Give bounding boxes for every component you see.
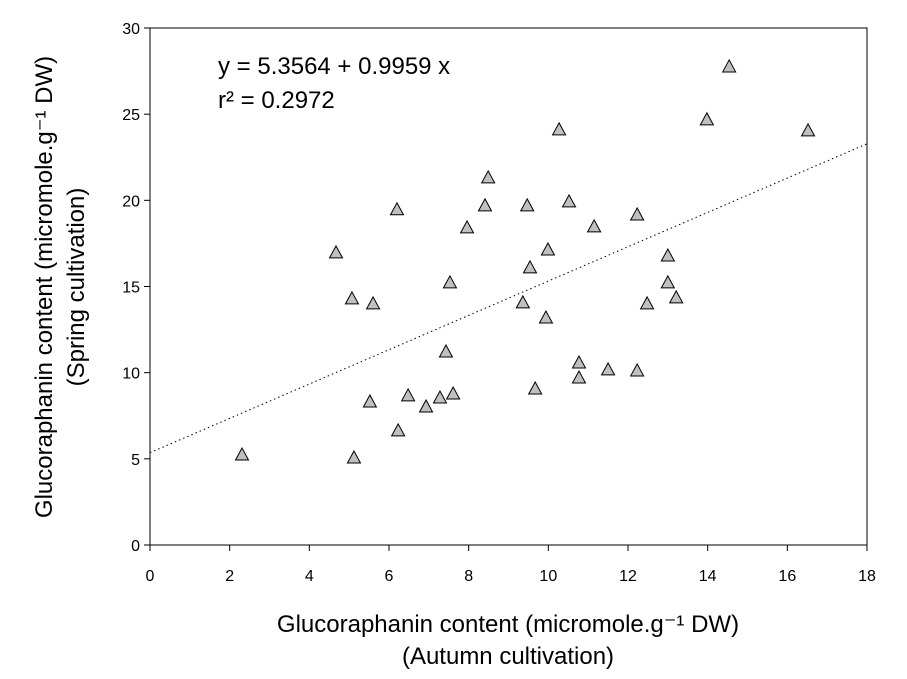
point bbox=[699, 111, 715, 126]
equation: y = 5.3564 + 0.9959 x bbox=[218, 53, 450, 80]
point bbox=[586, 218, 602, 233]
point bbox=[721, 58, 737, 73]
point bbox=[390, 422, 406, 437]
point bbox=[571, 354, 587, 369]
x-tick-label: 10 bbox=[539, 568, 557, 585]
point bbox=[365, 295, 381, 310]
point bbox=[660, 274, 676, 289]
x-tick-label: 6 bbox=[385, 568, 394, 585]
y-tick-label: 0 bbox=[131, 538, 140, 555]
point bbox=[551, 121, 567, 136]
point bbox=[418, 398, 434, 413]
point bbox=[571, 369, 587, 384]
point bbox=[515, 294, 531, 309]
x-axis-label: Glucoraphanin content (micromole.g⁻¹ DW) bbox=[277, 611, 739, 638]
point bbox=[362, 393, 378, 408]
point bbox=[660, 247, 676, 262]
y-tick-label: 20 bbox=[122, 193, 140, 210]
point bbox=[477, 197, 493, 212]
trendline bbox=[149, 143, 868, 454]
y-tick-label: 25 bbox=[122, 107, 140, 124]
point bbox=[538, 309, 554, 324]
r-squared: r² = 0.2972 bbox=[218, 87, 335, 114]
point bbox=[600, 361, 616, 376]
point bbox=[800, 122, 816, 137]
point bbox=[432, 389, 448, 404]
point bbox=[629, 206, 645, 221]
point bbox=[527, 380, 543, 395]
x-tick-label: 14 bbox=[699, 568, 717, 585]
point bbox=[639, 295, 655, 310]
point bbox=[438, 343, 454, 358]
point bbox=[519, 197, 535, 212]
point bbox=[629, 362, 645, 377]
y-axis-label: (Spring cultivation) bbox=[63, 188, 90, 387]
y-tick-label: 5 bbox=[131, 452, 140, 469]
point bbox=[344, 290, 360, 305]
x-tick-label: 8 bbox=[464, 568, 473, 585]
point bbox=[442, 274, 458, 289]
point bbox=[445, 385, 461, 400]
x-tick-label: 16 bbox=[778, 568, 796, 585]
point bbox=[389, 201, 405, 216]
y-tick-label: 10 bbox=[122, 366, 140, 383]
point bbox=[540, 241, 556, 256]
point bbox=[328, 244, 344, 259]
x-tick-label: 18 bbox=[858, 568, 876, 585]
y-axis-label: Glucoraphanin content (micromole.g⁻¹ DW) bbox=[31, 56, 58, 518]
point bbox=[346, 449, 362, 464]
point bbox=[561, 193, 577, 208]
y-tick-label: 30 bbox=[122, 21, 140, 38]
x-tick-label: 12 bbox=[619, 568, 637, 585]
x-tick-label: 0 bbox=[146, 568, 155, 585]
point bbox=[480, 169, 496, 184]
x-tick-label: 4 bbox=[305, 568, 314, 585]
point bbox=[234, 446, 250, 461]
y-tick-label: 15 bbox=[122, 280, 140, 297]
x-tick-label: 2 bbox=[225, 568, 234, 585]
point bbox=[459, 219, 475, 234]
point bbox=[400, 387, 416, 402]
point bbox=[522, 259, 538, 274]
point bbox=[668, 289, 684, 304]
x-axis-label: (Autumn cultivation) bbox=[402, 643, 614, 670]
